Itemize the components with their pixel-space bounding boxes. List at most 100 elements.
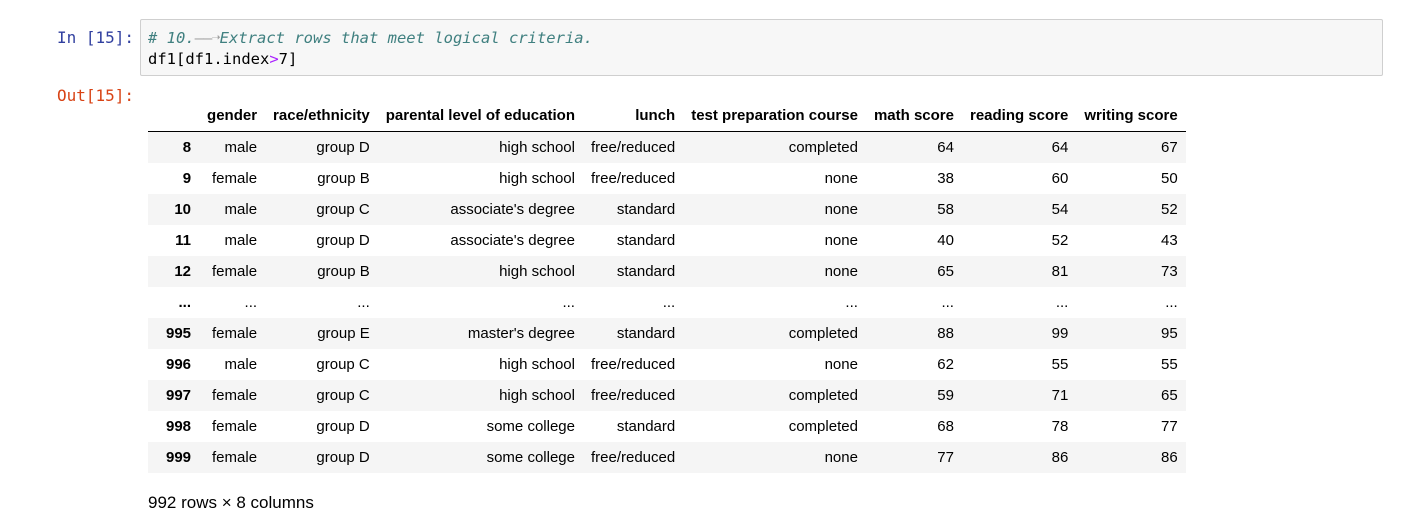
table-row: 996 male group C high school free/reduced non…: [148, 349, 1186, 380]
table-cell: high school: [499, 139, 575, 156]
table-body: 8 male group D high school free/reduced compl…: [148, 131, 1186, 473]
row-index: ...: [178, 294, 192, 311]
table-cell: 95: [1161, 325, 1178, 342]
column-header: writing score: [1076, 100, 1186, 132]
table-cell: none: [824, 201, 858, 218]
table-cell: ...: [941, 294, 954, 311]
code-line-expression: df1[df1.index>7]: [148, 49, 297, 69]
table-cell: ...: [244, 294, 258, 311]
table-cell: 77: [937, 449, 954, 466]
code-comment-text: Extract rows that meet logical criteria.: [219, 29, 593, 47]
table-cell: 88: [937, 325, 954, 342]
table-row: 8 male group D high school free/reduced compl…: [148, 131, 1186, 163]
row-index: 9: [182, 170, 192, 187]
row-index: 997: [166, 387, 192, 404]
table-cell: group C: [316, 387, 370, 404]
code-line-comment: # 10.——➝Extract rows that meet logical c…: [148, 28, 593, 48]
table-cell: 60: [1051, 170, 1069, 187]
tab-arrow-icon: ——➝: [194, 29, 221, 47]
table-cell: female: [212, 418, 258, 435]
table-cell: 40: [937, 232, 954, 249]
table-cell: standard: [616, 418, 676, 435]
table-cell: 67: [1161, 139, 1178, 156]
row-index: 999: [166, 449, 192, 466]
table-cell: completed: [788, 325, 858, 342]
table-cell: standard: [616, 325, 676, 342]
table-cell: 99: [1051, 325, 1069, 342]
table-cell: 78: [1051, 418, 1069, 435]
table-cell: male: [224, 232, 258, 249]
table-cell: male: [224, 356, 258, 373]
table-header: gender race/ethnicity parental level of ed…: [148, 100, 1186, 132]
table-cell: some college: [486, 418, 575, 435]
column-header: test preparation course: [683, 100, 866, 132]
table-cell: none: [824, 356, 858, 373]
table-cell: 65: [1161, 387, 1178, 404]
column-header: math score: [865, 100, 962, 132]
table-cell: group D: [316, 232, 370, 249]
table-cell: 86: [1161, 449, 1178, 466]
column-header: reading score: [961, 100, 1077, 132]
table-cell: 54: [1051, 201, 1069, 218]
table-cell: group D: [316, 418, 370, 435]
table-cell: group C: [316, 201, 370, 218]
code-operator: >: [269, 50, 279, 68]
table-cell: 65: [937, 263, 954, 280]
table-cell: group E: [317, 325, 370, 342]
table-cell: high school: [499, 263, 575, 280]
table-cell: 77: [1161, 418, 1178, 435]
table-cell: 71: [1051, 387, 1069, 404]
table-cell: 73: [1161, 263, 1178, 280]
table-cell: completed: [788, 418, 858, 435]
table-row: 995 female group E master's degree standard c…: [148, 318, 1186, 349]
table-cell: free/reduced: [590, 387, 676, 404]
table-cell: completed: [788, 139, 858, 156]
dataframe-dimensions: 992 rows × 8 columns: [148, 493, 314, 512]
row-index: 996: [166, 356, 192, 373]
table-cell: female: [212, 449, 258, 466]
table-cell: 55: [1051, 356, 1069, 373]
table-cell: ...: [662, 294, 676, 311]
code-cell-editor[interactable]: # 10.——➝Extract rows that meet logical c…: [140, 19, 1383, 76]
table-cell: high school: [499, 356, 575, 373]
index-header: [148, 100, 200, 132]
table-cell: free/reduced: [590, 356, 676, 373]
table-cell: ...: [562, 294, 575, 311]
row-index: 998: [166, 418, 192, 435]
table-cell: 59: [937, 387, 954, 404]
column-header: gender: [199, 100, 266, 132]
table-cell: group D: [316, 449, 370, 466]
table-cell: 68: [937, 418, 954, 435]
table-cell: none: [824, 263, 858, 280]
table-cell: some college: [486, 449, 575, 466]
output-prompt: Out[15]:: [56, 86, 134, 105]
table-cell: group B: [317, 263, 370, 280]
table-cell: ...: [1165, 294, 1178, 311]
input-prompt: In [15]:: [56, 28, 134, 47]
table-cell: female: [212, 170, 258, 187]
header-row: gender race/ethnicity parental level of ed…: [148, 100, 1186, 132]
column-header: race/ethnicity: [265, 100, 378, 132]
table-cell: master's degree: [467, 325, 575, 342]
table-cell: 52: [1161, 201, 1178, 218]
table-cell: group B: [317, 170, 370, 187]
table-cell: ...: [845, 294, 858, 311]
table-cell: 64: [1051, 139, 1069, 156]
column-header: parental level of education: [377, 100, 583, 132]
table-cell: 86: [1051, 449, 1069, 466]
table-cell: standard: [616, 232, 676, 249]
table-cell: 81: [1051, 263, 1069, 280]
table-cell: 38: [937, 170, 954, 187]
row-index: 995: [166, 325, 192, 342]
table-cell: 50: [1161, 170, 1178, 187]
table-cell: free/reduced: [590, 170, 676, 187]
code-expression-end: 7]: [278, 50, 298, 68]
table-row: 10 male group C associate's degree standard n…: [148, 194, 1186, 225]
table-cell: none: [824, 170, 858, 187]
table-cell: associate's degree: [450, 232, 575, 249]
table-cell: 55: [1161, 356, 1178, 373]
table-row: 12 female group B high school standard none 65…: [148, 256, 1186, 287]
table-row: 998 female group D some college standard comp…: [148, 411, 1186, 442]
row-index: 11: [175, 232, 192, 249]
table-cell: high school: [499, 387, 575, 404]
